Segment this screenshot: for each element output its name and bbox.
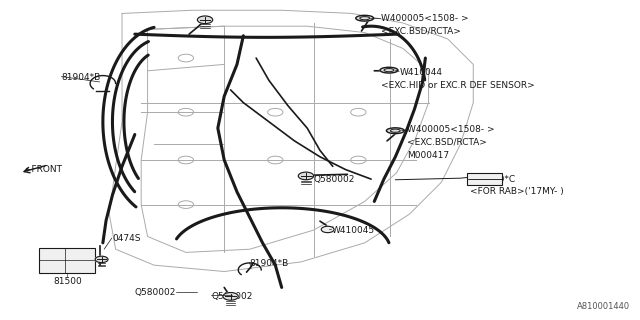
Text: M000417: M000417	[408, 151, 450, 160]
Text: <FOR RAB>('17MY- ): <FOR RAB>('17MY- )	[470, 188, 564, 196]
Circle shape	[197, 16, 212, 24]
Text: Q580002: Q580002	[211, 292, 253, 301]
Text: 81904*B: 81904*B	[61, 73, 100, 82]
Text: 81500: 81500	[53, 277, 82, 286]
Text: W400005<1508- >: W400005<1508- >	[408, 125, 495, 134]
Text: 0474S: 0474S	[113, 234, 141, 243]
Circle shape	[95, 256, 108, 263]
Text: 810410*C: 810410*C	[470, 175, 515, 184]
Circle shape	[298, 172, 314, 180]
Text: Q580002: Q580002	[314, 175, 355, 184]
Text: A810001440: A810001440	[577, 302, 630, 311]
Text: Q580002: Q580002	[135, 288, 176, 297]
Text: <EXC.HID or EXC.R DEF SENSOR>: <EXC.HID or EXC.R DEF SENSOR>	[381, 81, 534, 90]
Bar	[39, 248, 95, 273]
Text: <EXC.BSD/RCTA>: <EXC.BSD/RCTA>	[408, 138, 488, 147]
Text: 81904*B: 81904*B	[250, 259, 289, 268]
Text: W410045: W410045	[332, 226, 374, 235]
Ellipse shape	[387, 128, 404, 133]
Ellipse shape	[356, 15, 374, 21]
Text: W400005<1508- >: W400005<1508- >	[381, 14, 468, 23]
Ellipse shape	[380, 67, 398, 73]
Bar	[467, 173, 502, 186]
Circle shape	[223, 292, 238, 300]
Text: W410044: W410044	[400, 68, 443, 77]
Circle shape	[321, 226, 334, 233]
Text: ←FRONT: ←FRONT	[25, 165, 63, 174]
Text: <EXC.BSD/RCTA>: <EXC.BSD/RCTA>	[381, 27, 461, 36]
